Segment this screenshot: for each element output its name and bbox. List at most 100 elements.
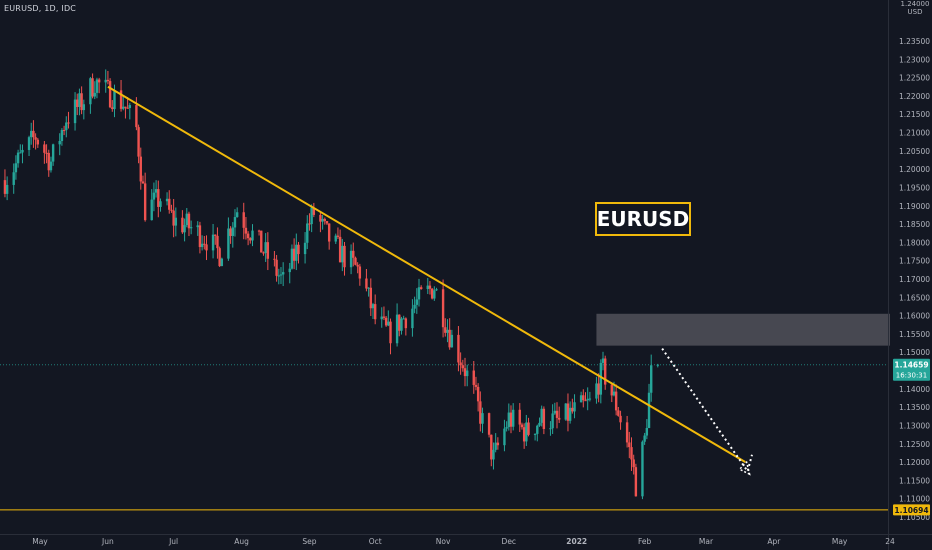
candle-body-2021-06-15: [137, 127, 140, 157]
candle-body-2021-11-04: [448, 329, 451, 348]
price-tick-label: 1.22500: [899, 74, 930, 83]
currency-label: 1.24000 USD: [900, 0, 930, 16]
candle-body-2022-02-07: [656, 364, 659, 366]
currency-top-value: 1.24000: [900, 0, 930, 8]
candle-body-2022-01-13: [601, 358, 605, 363]
candle-body-2021-12-28: [566, 403, 570, 421]
candle-body-2021-05-18: [76, 99, 79, 107]
candle-body-2021-09-23: [356, 264, 359, 267]
candle-body-2021-07-05: [181, 217, 184, 233]
candle-body-2021-04-19: [12, 172, 15, 185]
candle-body-2021-09-08: [323, 218, 326, 222]
candle-body-2021-11-23: [490, 434, 493, 460]
candle-body-2022-01-25: [628, 442, 631, 448]
time-tick-label: Apr: [767, 537, 781, 546]
candle-body-2021-09-29: [369, 287, 372, 309]
bar-countdown: 16:30:31: [896, 372, 927, 380]
candle-body-2021-07-28: [231, 227, 234, 236]
candle-body-2021-08-04: [246, 233, 250, 239]
candle-body-2022-02-03: [647, 392, 651, 428]
candle-body-2021-10-29: [435, 289, 438, 291]
candle-body-2021-12-15: [538, 422, 541, 426]
candle-body-2021-05-14: [67, 122, 70, 124]
candle-body-2021-06-10: [126, 107, 129, 109]
candle-body-2021-10-22: [419, 287, 423, 289]
candle-body-2021-12-22: [553, 410, 557, 414]
current-price-value: 1.14659: [894, 361, 928, 370]
price-tick-label: 1.18000: [899, 238, 930, 247]
candle-body-2021-08-11: [262, 252, 265, 254]
candle-body-2021-07-23: [220, 258, 224, 267]
price-tick-label: 1.22000: [899, 92, 930, 101]
candle-body-2021-08-03: [244, 227, 248, 234]
candle-body-2021-09-20: [349, 250, 353, 268]
price-tick-label: 1.11500: [899, 476, 930, 485]
candle-body-2021-08-25: [292, 248, 296, 261]
candle-body-2022-01-27: [632, 459, 635, 468]
candle-body-2021-06-11: [128, 105, 132, 109]
price-tick-label: 1.17500: [899, 257, 930, 266]
candle-body-2021-08-30: [303, 242, 307, 255]
time-tick-label: 2022: [566, 537, 587, 546]
time-tick-label: Jul: [168, 537, 178, 546]
candle-body-2022-01-12: [599, 362, 603, 395]
candle-body-2021-08-31: [306, 223, 309, 243]
candle-body-2021-11-25: [494, 442, 497, 450]
candle-body-2022-01-19: [614, 391, 618, 411]
candle-body-2021-10-14: [402, 318, 405, 320]
candle-body-2021-05-04: [45, 152, 48, 154]
candle-body-2021-10-26: [428, 285, 432, 289]
candle-body-2021-04-26: [27, 137, 31, 150]
candle-body-2021-07-15: [203, 243, 206, 245]
candle-body-2021-12-29: [568, 407, 572, 421]
candle-body-2021-05-17: [73, 99, 77, 124]
candle-body-2021-07-07: [185, 213, 188, 226]
annotation-text: EURUSD: [597, 207, 690, 231]
candle-body-2021-10-21: [417, 287, 421, 300]
candle-body-2022-01-28: [634, 467, 638, 497]
candle-body-2022-01-07: [588, 398, 592, 400]
price-tick-label: 1.20000: [899, 165, 930, 174]
candle-body-2021-06-01: [106, 79, 110, 82]
candle-body-2021-09-21: [352, 250, 355, 258]
candle-body-2021-06-29: [168, 198, 171, 210]
candle-body-2021-04-28: [32, 130, 35, 138]
candle-body-2021-12-20: [549, 428, 552, 430]
annotation-box: [595, 202, 691, 236]
price-tick-label: 1.20500: [899, 147, 930, 156]
price-tick-label: 1.10500: [899, 513, 930, 522]
candle-body-2021-05-13: [65, 122, 68, 131]
candle-body-2021-12-24: [558, 417, 561, 420]
price-tick-label: 1.21500: [899, 110, 930, 119]
candle-body-2021-11-29: [503, 428, 506, 446]
candle-body-2021-08-13: [266, 242, 270, 259]
candle-body-2021-11-11: [463, 368, 467, 377]
candle-body-2021-12-13: [533, 433, 537, 435]
candle-body-2021-08-23: [288, 268, 291, 273]
candle-body-2021-05-25: [91, 78, 94, 97]
candle-body-2021-09-10: [327, 223, 331, 242]
candle-body-2021-06-14: [135, 105, 138, 128]
price-tick-label: 1.15500: [899, 330, 930, 339]
currency-unit: USD: [907, 8, 923, 16]
candle-body-2022-01-17: [610, 384, 613, 396]
candle-body-2021-06-21: [150, 199, 153, 221]
candle-body-2022-02-04: [650, 365, 653, 393]
candle-body-2021-06-16: [139, 156, 142, 182]
price-tick-label: 1.16500: [899, 293, 930, 302]
candle-body-2022-01-03: [579, 395, 583, 403]
candle-body-2021-12-27: [564, 403, 567, 420]
candle-body-2022-01-04: [582, 395, 585, 401]
candle-body-2021-09-03: [312, 207, 316, 215]
candle-body-2021-12-21: [551, 413, 554, 429]
candle-body-2021-05-28: [97, 79, 101, 83]
candle-body-2021-10-27: [430, 288, 434, 299]
candle-body-2021-09-24: [358, 266, 362, 279]
price-tick-label: 1.21000: [899, 129, 930, 138]
candle-body-2021-12-06: [518, 409, 521, 425]
candle-body-2021-10-06: [384, 317, 388, 326]
candle-body-2021-09-30: [371, 304, 375, 309]
candle-body-2021-06-28: [165, 198, 169, 202]
